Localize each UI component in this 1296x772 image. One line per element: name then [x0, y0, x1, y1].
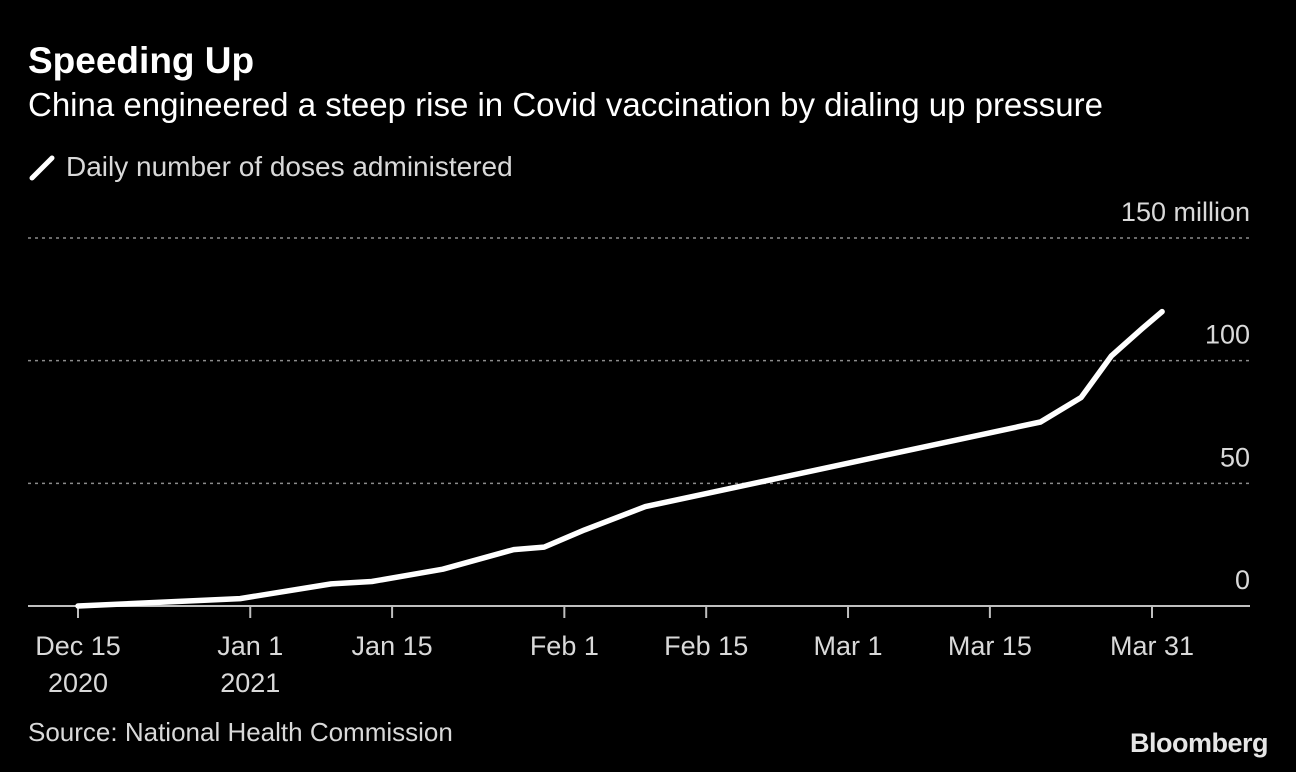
y-tick-label-0: 0	[1235, 565, 1250, 595]
x-tick-label-2: Jan 15	[352, 631, 433, 661]
x-tick-label-6: Mar 15	[948, 631, 1032, 661]
gridlines	[28, 237, 1250, 485]
x-tick-label-1: Jan 1	[217, 631, 283, 661]
y-axis-labels: 0 50 100 150 million	[1121, 197, 1250, 595]
source-note: Source: National Health Commission	[28, 717, 453, 747]
series-line-0	[75, 308, 1165, 609]
x-tick-sublabel-1: 2021	[220, 668, 280, 698]
x-tick-label-3: Feb 1	[530, 631, 599, 661]
chart-subtitle: China engineered a steep rise in Covid v…	[28, 86, 1103, 123]
x-tick-label-7: Mar 31	[1110, 631, 1194, 661]
series-layer	[75, 308, 1165, 609]
legend-line-swatch-icon	[29, 155, 55, 181]
x-tick-label-0: Dec 15	[35, 631, 121, 661]
y-tick-label-3: 150 million	[1121, 197, 1250, 227]
y-tick-label-1: 50	[1220, 442, 1250, 472]
x-tick-label-4: Feb 15	[664, 631, 748, 661]
y-tick-label-2: 100	[1205, 320, 1250, 350]
legend-label: Daily number of doses administered	[66, 151, 513, 182]
x-axis: Dec 15 2020 Jan 1 2021 Jan 15 Feb 1 Feb 15 Mar …	[28, 605, 1250, 698]
x-tick-label-5: Mar 1	[814, 631, 883, 661]
chart-title: Speeding Up	[28, 40, 255, 81]
x-tick-sublabel-0: 2020	[48, 668, 108, 698]
bloomberg-logo: Bloomberg	[1129, 728, 1269, 758]
legend: Daily number of doses administered	[28, 150, 513, 184]
